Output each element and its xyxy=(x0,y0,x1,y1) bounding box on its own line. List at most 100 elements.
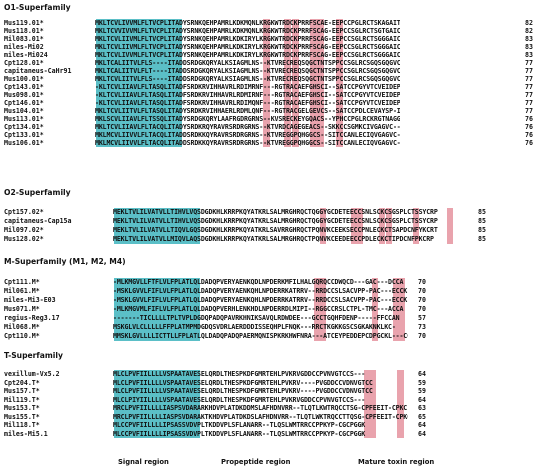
sequence-length: 77 xyxy=(525,91,533,99)
sequence-residues: MKLTCVLIVVMLFLTVCPLITADYSRNKQEHPAMRLKDKI… xyxy=(95,51,400,59)
sequence-residues: -KLTCVLIIAVLFLTASQLITADFSRDKRVIHHAVRLRDI… xyxy=(95,99,400,107)
sequence-name: Mus128.02* xyxy=(4,235,44,243)
sequence-row: Mus157.T* MLCLPVFIILLLLVSPAATAVESELQRDLTH… xyxy=(0,387,550,395)
sequence-length: 77 xyxy=(525,83,533,91)
sequence-residues: MLCLPIYIILLLLVSPAATAVESELQRDLTHESPKDFGMR… xyxy=(113,395,366,404)
sequence-residues: MKLTCVLIITVLFLTASQLITADYSRDKRVIHHAERLRDM… xyxy=(95,107,400,115)
sequence-row: vexillum-Vx5.2 MLCLPVFIILLLLVSPAATAVESELQ… xyxy=(0,370,550,378)
sequence-name: Mus155.T* xyxy=(4,412,40,421)
sequence-row: miles-Mi02 MKLTCVLIIVMLFLTVCPLITADYSRNKQE… xyxy=(0,43,550,51)
cysteine-highlight xyxy=(379,207,385,244)
sequence-row: Cpt134.01* MKLTCVLIIAVLFLTACQLITADYSRDKRQ… xyxy=(0,123,550,131)
superfamily-title: M-Superfamily (M1, M2, M4) xyxy=(4,257,126,266)
sequence-row: Cpt157.02* MEKLTVLILVATVLLTIHVLVQSDGDKHLK… xyxy=(0,208,550,216)
sequence-row: Cpt111.M* -MLKMGVLLFTFLVLFPLATLQLDADQPVER… xyxy=(0,278,550,286)
sequence-residues: MEKLTVLILVATVLLTIQVLGQSDGDKHLKRRPKQYATKR… xyxy=(113,226,438,234)
sequence-length: 76 xyxy=(525,123,533,131)
sequence-residues: -MSKLGVVLFIFLVLFPLATLQLDADQPVERYAENKQHLN… xyxy=(113,287,408,295)
sequence-length: 85 xyxy=(478,235,486,243)
sequence-name: miles-Mi02 xyxy=(4,43,44,51)
sequence-row: Mil083.01* MKLTCVLIIVMLFLTVCPLITADYSRNKQE… xyxy=(0,35,550,43)
sequence-length: 76 xyxy=(525,131,533,139)
sequence-name: miles-Mi024 xyxy=(4,51,48,59)
sequence-name: Mil068.M* xyxy=(4,323,40,331)
sequence-name: Mil061.M* xyxy=(4,287,40,295)
cysteine-highlight xyxy=(336,18,343,147)
sequence-row: Mil068.M* MSKGLVLCLLLLLFFPLATMPMDGDQSVDRL… xyxy=(0,323,550,331)
sequence-length: 64 xyxy=(418,429,426,438)
sequence-name: Cpt133.01* xyxy=(4,131,44,139)
sequence-name: capitaneus-CaHr91 xyxy=(4,67,72,75)
sequence-residues: -KLTCVLIIAVLFLTASQLITADFSRDKRVIHHAVRLRDM… xyxy=(95,91,400,99)
sequence-residues: MLCCPVFIILLLLIPSASSVDVPLTKDDVPLSFLANARR-… xyxy=(113,421,366,429)
sequence-length: 59 xyxy=(418,378,426,387)
sequence-residues: MLCLPVFIILLLLVSPAATAVESELQRDLTHESPKDFGMR… xyxy=(113,378,373,387)
sequence-name: Mus104.01* xyxy=(4,107,44,115)
cysteine-highlight xyxy=(292,18,299,147)
sequence-length: 83 xyxy=(525,43,533,51)
sequence-length: 76 xyxy=(525,139,533,147)
sequence-name: capitaneus-Cap15a xyxy=(4,217,72,225)
sequence-name: Cpt134.01* xyxy=(4,123,44,131)
sequence-length: 83 xyxy=(525,51,533,59)
sequence-row: Mus119.01* MKLTCVLIVVMLFLTVCPLITADYSRNKQE… xyxy=(0,19,550,27)
sequence-name: Mus153.T* xyxy=(4,404,40,412)
sequence-row: Mus098.01* -KLTCVLIIAVLFLTASQLITADFSRDKRV… xyxy=(0,91,550,99)
sequence-name: Cpt110.M* xyxy=(4,332,40,340)
signal-region-highlight xyxy=(114,369,200,438)
sequence-residues: -MLKMGVLLFTFLVLFPLATLQLDADQPVERYAENKQDLN… xyxy=(113,278,404,286)
sequence-length: 57 xyxy=(418,314,426,322)
sequence-length: 85 xyxy=(478,217,486,225)
sequence-length: 70 xyxy=(418,305,426,313)
sequence-row: Cpt146.01* -KLTCVLIIAVLFLTASQLITADFSRDKRV… xyxy=(0,99,550,107)
sequence-residues: MKLTCVLIIVMLFLTVCPLITADYSRNKQEHPAMRLKDKI… xyxy=(95,43,400,51)
sequence-length: 77 xyxy=(525,99,533,107)
sequence-length: 82 xyxy=(525,19,533,27)
sequence-residues: MRCLPVFIILLLLIASPSVDARARKHDVPLATDKDDMSLA… xyxy=(113,404,408,412)
sequence-residues: -MSKLGVVLFIFLVLFPLATLQLDADQPVERYAENKQHLN… xyxy=(113,296,408,304)
sequence-name: Mil083.01* xyxy=(4,35,44,43)
sequence-name: regius-Reg3.17 xyxy=(4,314,60,322)
sequence-length: 77 xyxy=(525,75,533,83)
signal-region-highlight xyxy=(114,207,200,244)
cysteine-highlight xyxy=(386,207,392,244)
cysteine-highlight xyxy=(351,207,363,244)
sequence-length: 59 xyxy=(418,387,426,395)
sequence-name: Mus106.01* xyxy=(4,139,44,147)
sequence-name: Mus100.01* xyxy=(4,75,44,83)
sequence-length: 63 xyxy=(418,404,426,412)
legend-propeptide-region: Propeptide region xyxy=(221,458,291,466)
cysteine-highlight xyxy=(320,207,326,244)
legend-mature-toxin-region: Mature toxin region xyxy=(358,458,435,466)
sequence-row: miles-Mi5.1 MLCCPVFIILLLLIPSASSVDVPLTKDDV… xyxy=(0,430,550,438)
sequence-row: miles-Mi3-E03 -MSKLGVVLFIFLVLFPLATLQLDADQ… xyxy=(0,296,550,304)
sequence-length: 65 xyxy=(418,412,426,421)
sequence-length: 83 xyxy=(525,35,533,43)
sequence-residues: MKLTCALIITVLFLT----ITADDSRDGKQRYALKSIAGM… xyxy=(95,67,400,75)
cysteine-highlight xyxy=(447,207,453,244)
sequence-residues: -------TICLLLLTPLTVPLDGDQPADQPAVRKHNIKSA… xyxy=(113,314,400,322)
sequence-residues: MKLTCVLIIAVLFLTACQLITADYSRDKRQYRAVRSRDRG… xyxy=(95,123,400,131)
cysteine-highlight xyxy=(397,369,404,438)
sequence-row: Cpt110.M* MMSKLGVLLLLICTTLLFPLATLQLDADQPA… xyxy=(0,332,550,340)
sequence-name: Cpt157.02* xyxy=(4,208,44,216)
sequence-length: 70 xyxy=(418,296,426,304)
sequence-name: Mus157.T* xyxy=(4,387,40,395)
sequence-residues: MKLTCVLIVVMLFLTVCPLITADYSRNKQEHPAMRLKDKM… xyxy=(95,19,400,27)
sequence-row: Cpt143.01* -KLTCVLIIAVLFLTASQLITADFSRDKRV… xyxy=(0,83,550,91)
sequence-residues: MMSKLGVLLLLICTTLLFPLATLQLDADQPADQPAERMQN… xyxy=(113,332,408,340)
sequence-name: Cpt128.01* xyxy=(4,59,44,67)
sequence-row: capitaneus-Cap15a MEKLTVLILVATVLLTIHVLVQS… xyxy=(0,217,550,225)
sequence-row: regius-Reg3.17 -------TICLLLLTPLTVPLDGDQP… xyxy=(0,314,550,322)
sequence-residues: MEKLTVLILVATVLLTIHVLVQSDGDKHLKRRPKQYATKR… xyxy=(113,217,438,225)
sequence-name: Mus098.01* xyxy=(4,91,44,99)
sequence-row: Mil118.T* MLCCPVFIILLLLIPSASSVDVPLTKDDVPL… xyxy=(0,421,550,429)
sequence-name: Cpt204.T* xyxy=(4,378,40,387)
sequence-name: Mus119.01* xyxy=(4,19,44,27)
sequence-name: Mus113.01* xyxy=(4,115,44,123)
superfamily-title: T-Superfamily xyxy=(4,351,63,360)
cysteine-highlight xyxy=(263,18,270,147)
sequence-residues: MKLTCALIITVLFLS----ITADDSRDGKQRYALKSIAGM… xyxy=(95,59,400,67)
sequence-row: Mus106.01* MKLMCVLIIVVLFLTACQLITADDSRDKKQ… xyxy=(0,139,550,147)
cysteine-highlight xyxy=(393,277,405,341)
